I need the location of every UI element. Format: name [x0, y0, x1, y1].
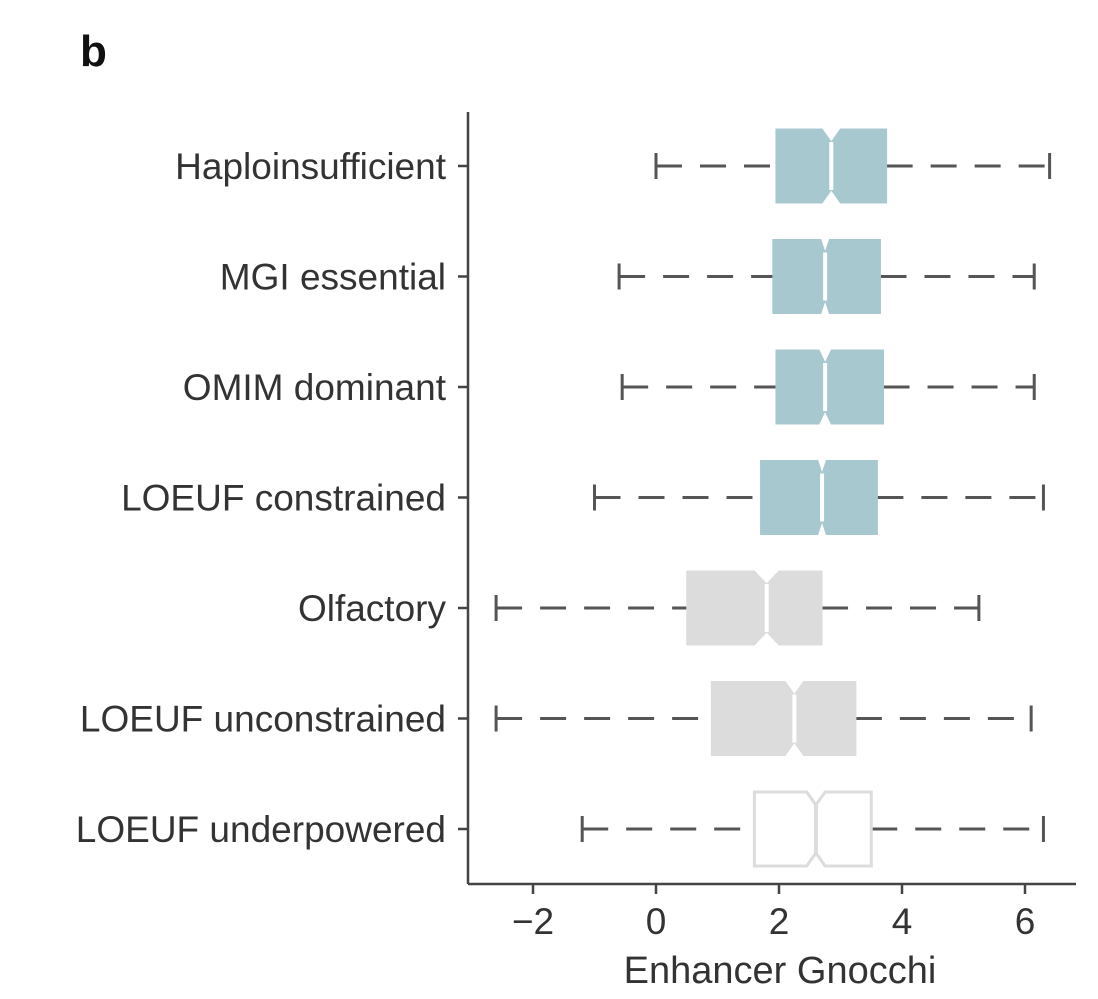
x-tick-label: 0	[646, 901, 667, 942]
box-group	[494, 681, 1033, 756]
x-tick-label: −2	[512, 901, 554, 942]
plot-area	[494, 128, 1052, 868]
category-label: MGI essential	[220, 257, 446, 298]
box	[710, 681, 857, 756]
box-group	[593, 460, 1045, 535]
category-label: LOEUF unconstrained	[80, 699, 446, 740]
category-label: Haploinsufficient	[175, 146, 447, 187]
panel-label: b	[80, 27, 107, 76]
box-group	[620, 349, 1036, 425]
box-group	[617, 239, 1036, 314]
box-group	[580, 790, 1045, 868]
box-group	[494, 570, 981, 646]
box-group	[654, 128, 1052, 204]
x-tick-label: 4	[892, 901, 913, 942]
x-tick-label: 6	[1015, 901, 1036, 942]
box	[686, 570, 823, 646]
x-tick-label: 2	[769, 901, 790, 942]
x-axis-ticks: −2 0 2 4 6	[512, 884, 1035, 942]
y-axis-categories: Haploinsufficient MGI essential OMIM domin…	[76, 146, 468, 850]
x-axis-title: Enhancer Gnocchi	[624, 950, 937, 992]
category-label: LOEUF underpowered	[76, 809, 446, 850]
category-label: LOEUF constrained	[121, 478, 446, 519]
box	[775, 349, 885, 425]
category-label: OMIM dominant	[183, 367, 447, 408]
box	[760, 460, 878, 535]
category-label: Olfactory	[298, 588, 447, 629]
box	[752, 790, 873, 868]
